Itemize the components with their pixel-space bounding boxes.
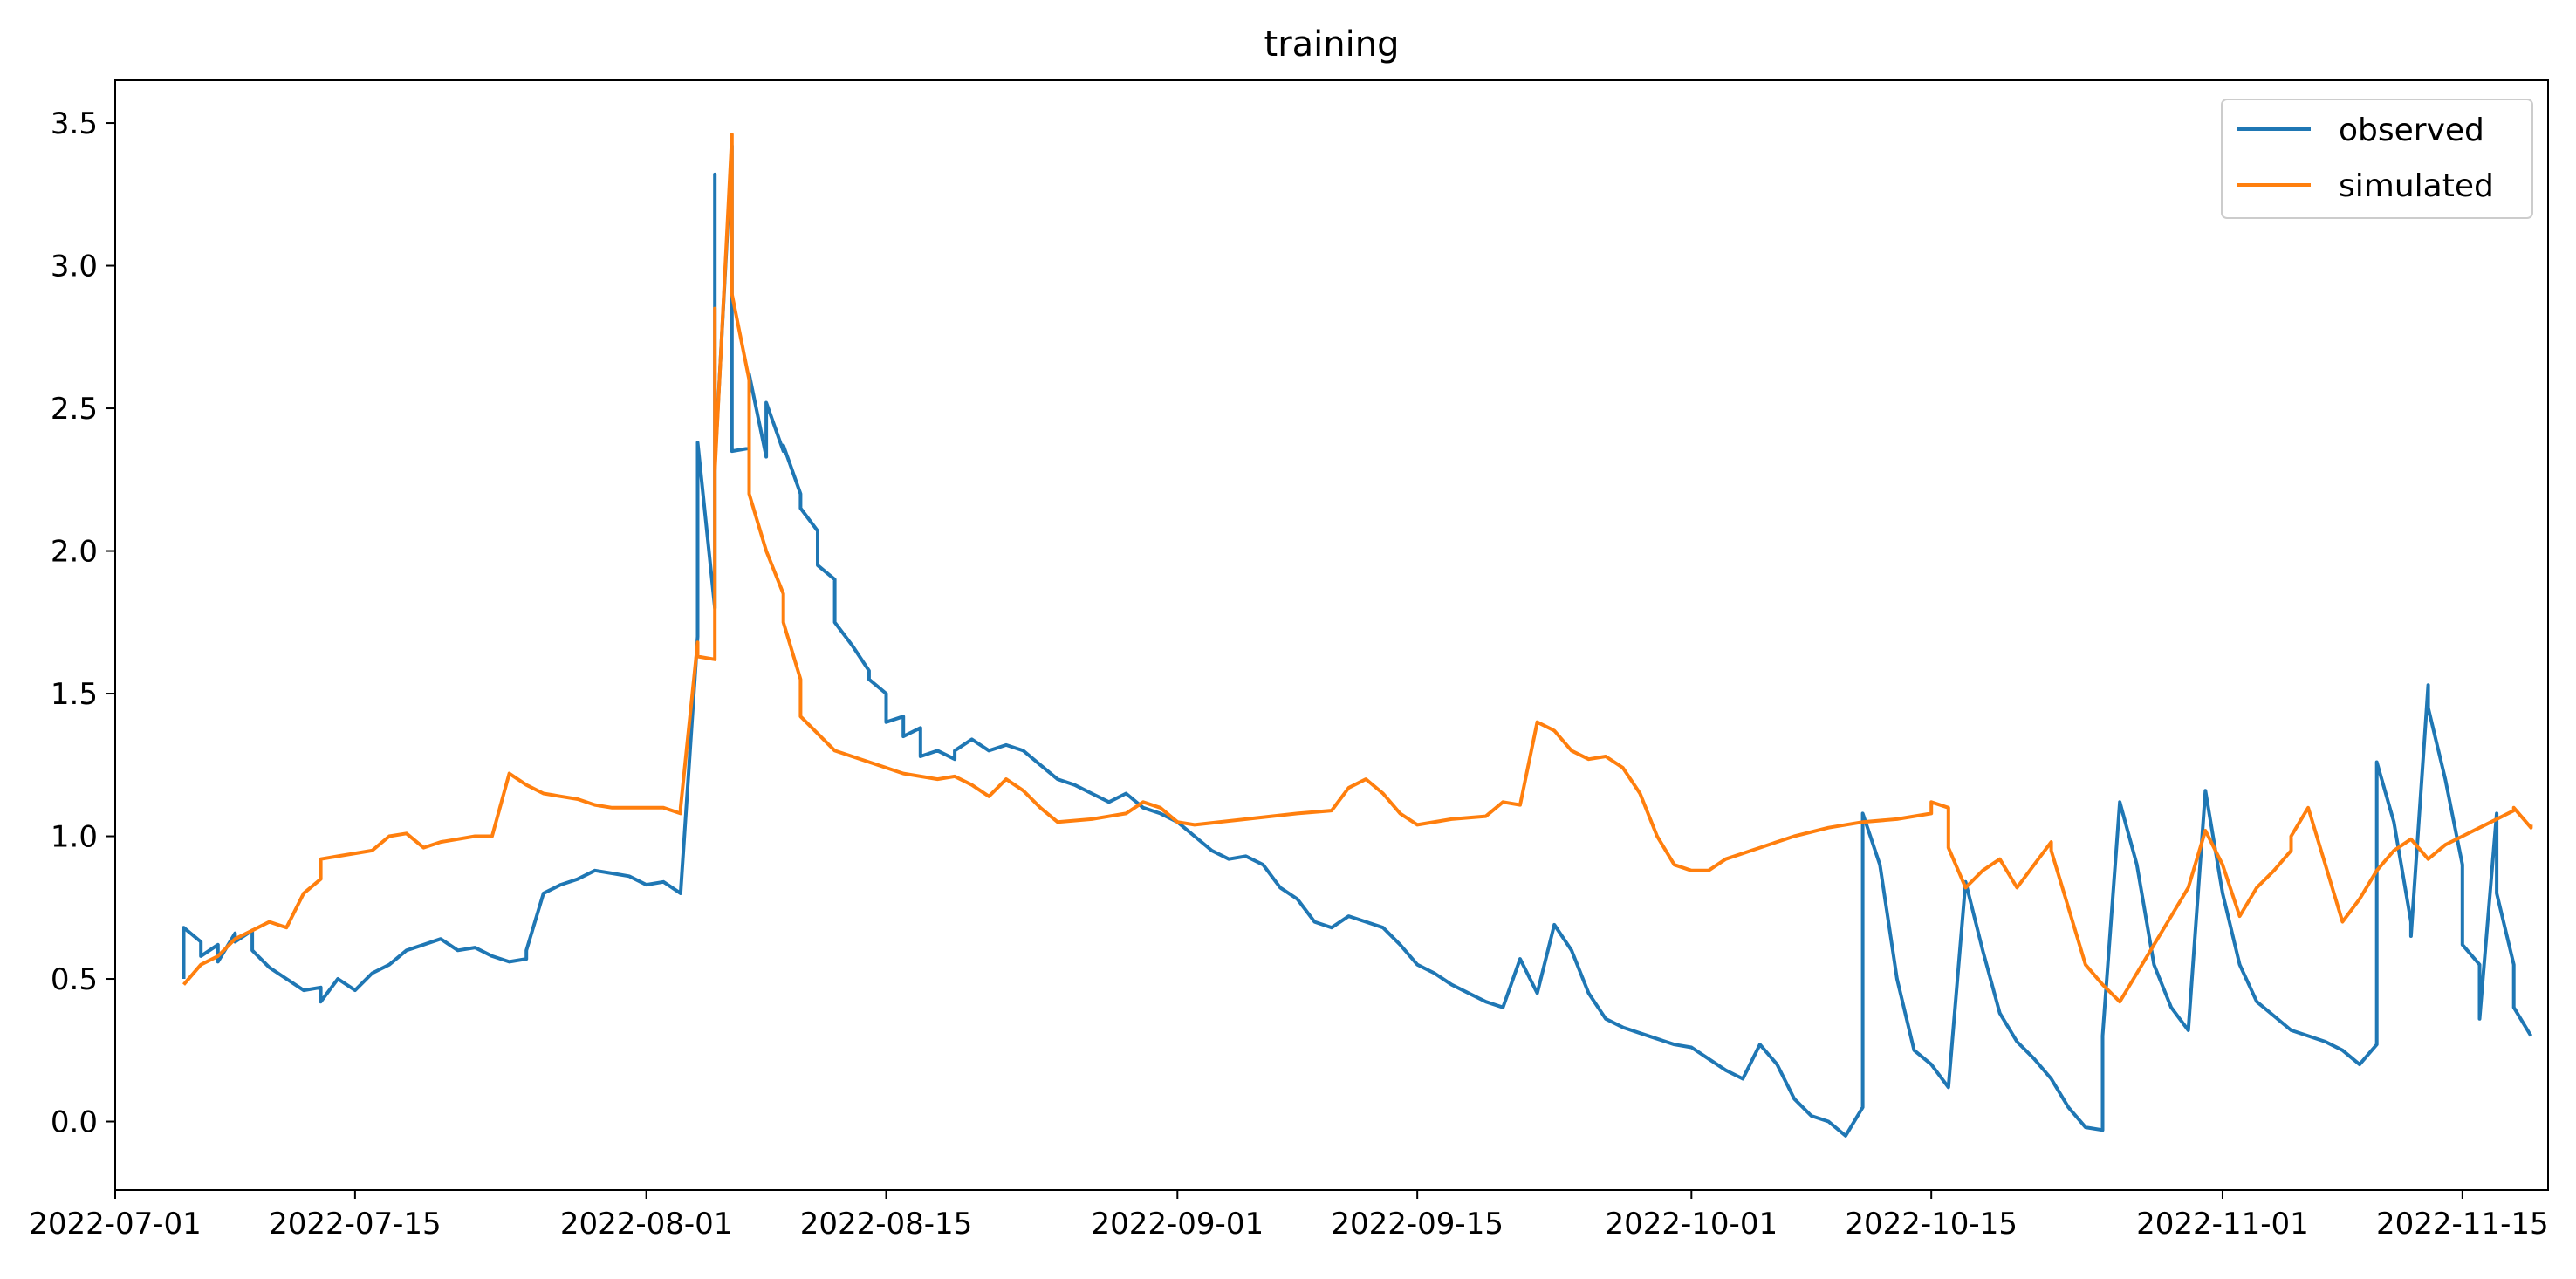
legend-label-simulated: simulated	[2339, 168, 2494, 204]
y-tick-label: 0.5	[51, 962, 98, 997]
series-layer	[182, 133, 2533, 1138]
series-line-simulated	[182, 133, 2533, 1004]
y-axis: 0.0 0.5 1.0 1.5 2.0 2.5 3.0 3.5	[51, 106, 115, 1140]
x-tick-label: 2022-09-15	[1331, 1207, 1504, 1241]
y-tick-label: 3.5	[51, 106, 98, 141]
x-tick-label: 2022-07-01	[29, 1207, 202, 1241]
legend: observed simulated	[2221, 99, 2533, 219]
plot-area: 2022-07-01 2022-07-15 2022-08-01 2022-08-15…	[29, 79, 2549, 1241]
x-axis: 2022-07-01 2022-07-15 2022-08-01 2022-08-15…	[29, 1190, 2549, 1241]
y-tick-label: 1.5	[51, 677, 98, 712]
x-tick-label: 2022-10-01	[1606, 1207, 1778, 1241]
x-tick-label: 2022-08-01	[560, 1207, 733, 1241]
x-tick-label: 2022-08-15	[800, 1207, 973, 1241]
legend-label-observed: observed	[2339, 113, 2484, 148]
plot-frame	[114, 79, 2549, 1191]
x-tick-label: 2022-11-01	[2136, 1207, 2309, 1241]
y-tick-label: 0.0	[51, 1105, 98, 1140]
x-tick-label: 2022-07-15	[269, 1207, 442, 1241]
x-tick-label: 2022-10-15	[1845, 1207, 2018, 1241]
y-tick-label: 3.0	[51, 250, 98, 284]
x-tick-label: 2022-11-15	[2376, 1207, 2549, 1241]
series-line-observed	[182, 144, 2533, 1138]
chart-title: training	[1264, 24, 1400, 65]
y-tick-label: 2.5	[51, 392, 98, 427]
y-tick-label: 1.0	[51, 820, 98, 855]
x-tick-label: 2022-09-01	[1091, 1207, 1264, 1241]
y-tick-label: 2.0	[51, 535, 98, 570]
